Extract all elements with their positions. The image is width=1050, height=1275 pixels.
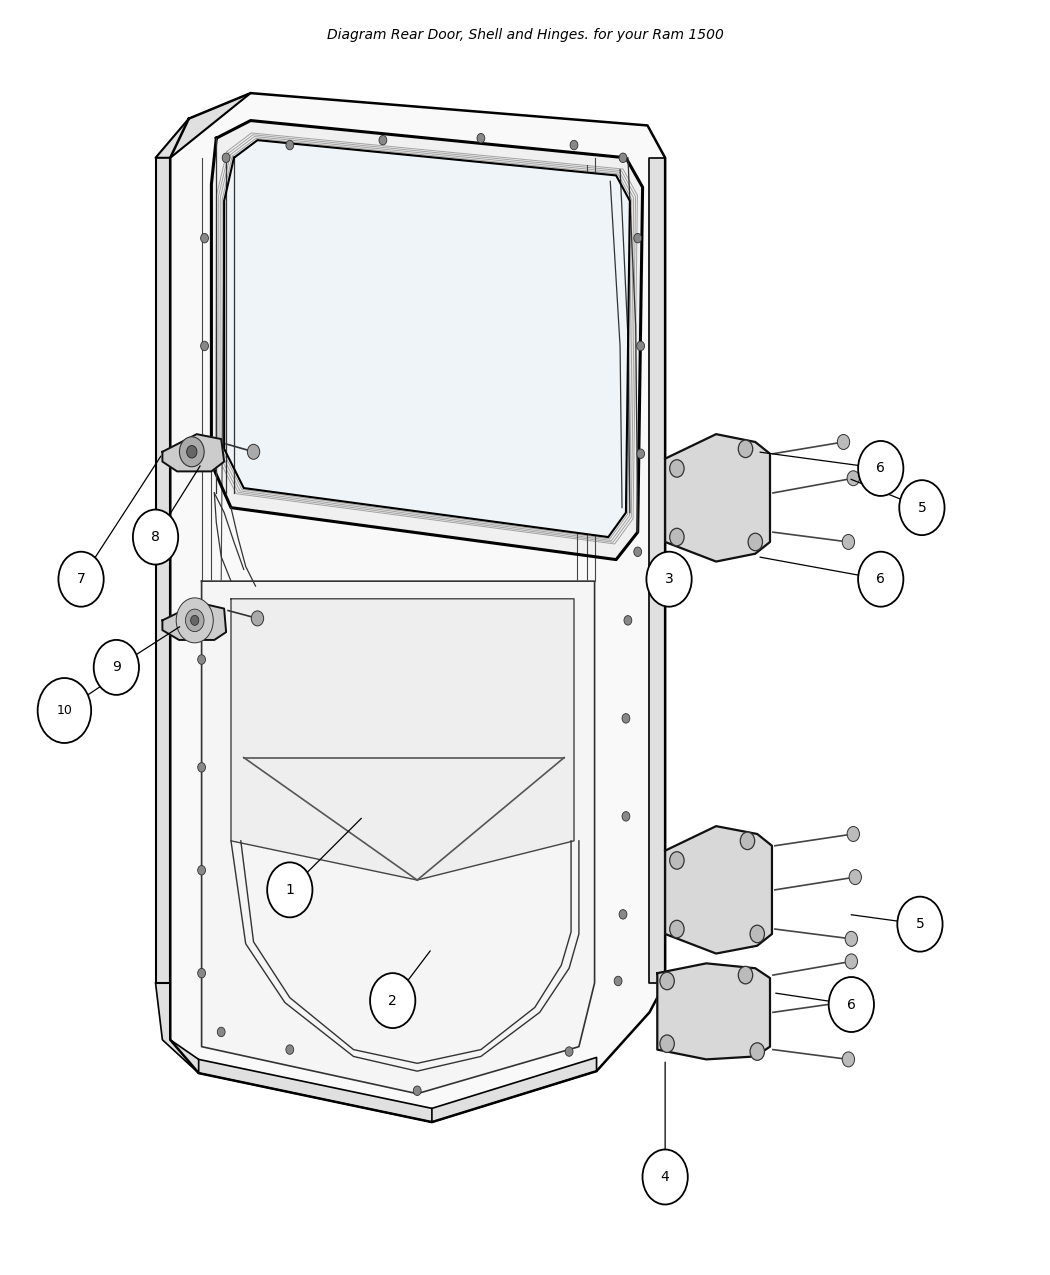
- Circle shape: [176, 598, 213, 643]
- Circle shape: [477, 134, 485, 143]
- Circle shape: [842, 1052, 855, 1067]
- Circle shape: [370, 973, 416, 1028]
- Circle shape: [223, 153, 230, 162]
- Text: 4: 4: [660, 1170, 670, 1184]
- Polygon shape: [163, 435, 224, 472]
- Circle shape: [624, 616, 632, 625]
- Circle shape: [636, 342, 645, 351]
- Circle shape: [849, 870, 861, 885]
- Circle shape: [659, 1035, 674, 1052]
- Circle shape: [748, 533, 762, 551]
- Circle shape: [636, 449, 645, 459]
- Circle shape: [186, 609, 204, 631]
- Circle shape: [622, 812, 630, 821]
- Circle shape: [59, 552, 104, 607]
- Circle shape: [620, 153, 627, 162]
- Text: 1: 1: [286, 882, 294, 896]
- Circle shape: [828, 977, 874, 1031]
- Circle shape: [93, 640, 139, 695]
- Circle shape: [251, 611, 264, 626]
- Circle shape: [565, 1047, 573, 1056]
- Circle shape: [738, 966, 753, 984]
- Circle shape: [38, 678, 91, 743]
- Circle shape: [201, 342, 209, 351]
- Circle shape: [842, 534, 855, 550]
- Circle shape: [849, 993, 861, 1009]
- Circle shape: [847, 826, 860, 842]
- Text: 3: 3: [665, 572, 673, 586]
- Circle shape: [858, 441, 903, 496]
- Circle shape: [217, 1028, 225, 1037]
- Circle shape: [845, 954, 858, 969]
- Circle shape: [620, 909, 627, 919]
- Circle shape: [847, 470, 860, 486]
- Polygon shape: [231, 599, 574, 880]
- Circle shape: [379, 135, 386, 145]
- Text: 8: 8: [151, 530, 160, 544]
- Polygon shape: [155, 158, 170, 983]
- Text: 10: 10: [57, 704, 72, 717]
- Circle shape: [187, 445, 197, 458]
- Polygon shape: [224, 140, 630, 537]
- Polygon shape: [665, 826, 772, 954]
- Circle shape: [614, 977, 622, 986]
- Circle shape: [197, 969, 206, 978]
- Circle shape: [286, 1044, 294, 1054]
- Circle shape: [197, 762, 206, 773]
- Circle shape: [670, 460, 685, 477]
- Text: 6: 6: [877, 572, 885, 586]
- Circle shape: [570, 140, 578, 149]
- Circle shape: [191, 616, 198, 625]
- Polygon shape: [198, 1060, 432, 1122]
- Circle shape: [622, 714, 630, 723]
- Circle shape: [267, 862, 313, 917]
- Polygon shape: [211, 121, 643, 560]
- Circle shape: [286, 140, 294, 149]
- Text: 9: 9: [112, 660, 121, 674]
- Circle shape: [740, 833, 755, 849]
- Text: 7: 7: [77, 572, 85, 586]
- Circle shape: [670, 528, 685, 546]
- Polygon shape: [665, 435, 770, 561]
- Polygon shape: [432, 1057, 596, 1122]
- Circle shape: [899, 481, 945, 536]
- Text: Diagram Rear Door, Shell and Hinges. for your Ram 1500: Diagram Rear Door, Shell and Hinges. for…: [327, 28, 723, 42]
- Polygon shape: [163, 603, 226, 640]
- Circle shape: [248, 444, 259, 459]
- Text: 5: 5: [918, 501, 926, 515]
- Text: 2: 2: [388, 993, 397, 1007]
- Circle shape: [647, 552, 692, 607]
- Circle shape: [837, 435, 849, 450]
- Circle shape: [634, 233, 642, 244]
- Circle shape: [643, 1150, 688, 1205]
- Circle shape: [133, 510, 178, 565]
- Polygon shape: [155, 983, 198, 1074]
- Circle shape: [414, 1086, 421, 1095]
- Circle shape: [898, 896, 943, 951]
- Polygon shape: [170, 93, 665, 1122]
- Polygon shape: [650, 158, 665, 983]
- Circle shape: [201, 449, 209, 459]
- Circle shape: [634, 547, 642, 556]
- Polygon shape: [155, 93, 251, 158]
- Circle shape: [845, 931, 858, 946]
- Circle shape: [197, 655, 206, 664]
- Circle shape: [180, 437, 204, 467]
- Circle shape: [858, 552, 903, 607]
- Text: 6: 6: [877, 462, 885, 476]
- Circle shape: [750, 1043, 764, 1061]
- Circle shape: [670, 852, 685, 870]
- Circle shape: [201, 233, 209, 244]
- Polygon shape: [202, 581, 594, 1094]
- Circle shape: [197, 866, 206, 875]
- Circle shape: [750, 926, 764, 942]
- Circle shape: [659, 973, 674, 989]
- Circle shape: [738, 440, 753, 458]
- Circle shape: [670, 921, 685, 938]
- Text: 5: 5: [916, 917, 924, 931]
- Polygon shape: [657, 964, 770, 1060]
- Text: 6: 6: [847, 997, 856, 1011]
